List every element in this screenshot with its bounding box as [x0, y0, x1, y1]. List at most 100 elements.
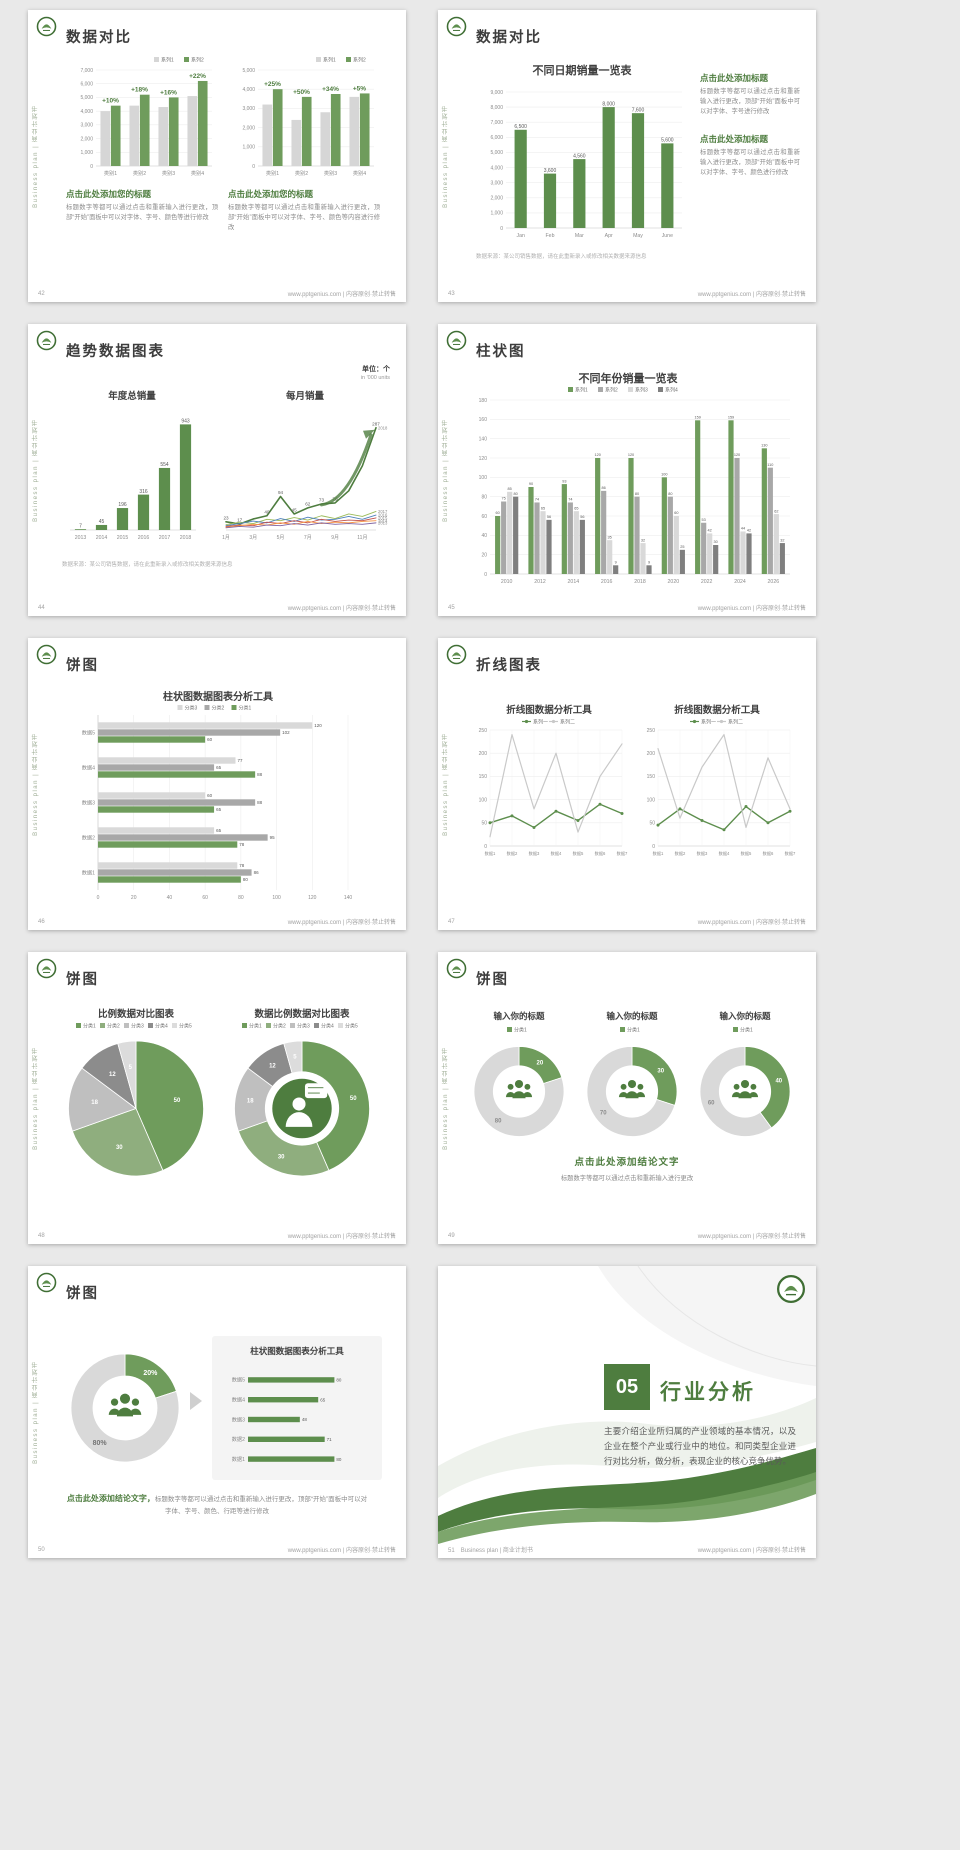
- svg-text:100: 100: [647, 797, 656, 803]
- svg-text:80: 80: [635, 492, 639, 496]
- svg-text:2014: 2014: [378, 518, 388, 523]
- svg-text:数据1: 数据1: [653, 850, 664, 857]
- svg-text:80%: 80%: [93, 1440, 108, 1447]
- svg-text:159: 159: [728, 416, 734, 420]
- source-note: 数据来源：某公司销售数据，请在此重新录入或修改相关数据来源信息: [62, 562, 233, 568]
- svg-text:160: 160: [479, 417, 488, 423]
- svg-text:数据3: 数据3: [232, 1415, 245, 1423]
- svg-text:94: 94: [278, 490, 284, 495]
- svg-text:2012: 2012: [534, 579, 546, 585]
- svg-text:分类1: 分类1: [740, 1027, 753, 1034]
- slide-44[interactable]: Business plan | 商业计划书 趋势数据图表 单位：个 in '00…: [28, 324, 406, 616]
- svg-text:44: 44: [741, 527, 745, 531]
- svg-text:Feb: Feb: [546, 233, 555, 239]
- svg-text:35: 35: [608, 535, 612, 539]
- svg-text:56: 56: [580, 515, 584, 519]
- brand-logo-icon: [776, 1274, 806, 1304]
- svg-text:5: 5: [129, 1065, 133, 1071]
- page-number: 50: [38, 1546, 45, 1553]
- page-number: 47: [448, 918, 455, 925]
- svg-text:数据3: 数据3: [529, 850, 540, 857]
- svg-text:120: 120: [594, 453, 600, 457]
- grouped-bar-chart-left: 0 1,000 2,000 3,000 4,000 5,000 6,000 7,000 +10%…: [66, 54, 218, 178]
- caption-heading: 点击此处添加标题: [700, 73, 769, 83]
- svg-text:6,000: 6,000: [490, 135, 503, 141]
- svg-text:140: 140: [479, 436, 488, 442]
- svg-text:100: 100: [479, 797, 488, 803]
- slide-48[interactable]: Business plan | 商业计划书 饼图 比例数据对比图表 50 30 18…: [28, 952, 406, 1244]
- unit-subtext: in '000 units: [360, 375, 390, 381]
- svg-text:类别4: 类别4: [191, 169, 204, 177]
- donut-chart-1: 20 80 分类1: [466, 1024, 572, 1146]
- svg-text:5,000: 5,000: [490, 150, 503, 156]
- footer-url: www.pptgenius.com | 内容原创·禁止转售: [287, 1548, 396, 1554]
- section-body: 主要介绍企业所归属的产业领域的基本情况，以及企业在整个产业或行业中的地位。和同类…: [604, 1426, 796, 1466]
- svg-text:9: 9: [648, 561, 650, 565]
- slide-43[interactable]: Business plan | 商业计划书 数据对比 不同日期销量一览表 0 1,…: [438, 10, 816, 302]
- slide-50[interactable]: Business plan | 商业计划书 饼图 20% 80% 柱状图数据图表分…: [28, 1266, 406, 1558]
- svg-text:7,000: 7,000: [80, 68, 93, 74]
- slide-title: 饼图: [66, 972, 99, 988]
- panel-title: 柱状图数据图表分析工具: [250, 1346, 344, 1356]
- donut-chart-3: 40 60 分类1: [692, 1024, 798, 1146]
- slide-title: 柱状图: [476, 344, 526, 360]
- line-chart-right: 0 50 100 150 200 250 数据1 数据2 数据3 数据4 数据5 数据6 数据7 系列一 系…: [636, 716, 798, 858]
- svg-text:分类1: 分类1: [627, 1027, 640, 1034]
- svg-text:18: 18: [91, 1100, 98, 1106]
- svg-text:2018: 2018: [378, 425, 388, 430]
- page-number: 43: [448, 290, 455, 297]
- chart-title: 比例数据对比图表: [97, 1009, 174, 1020]
- slide-47[interactable]: Business plan | 商业计划书 折线图表 折线图数据分析工具 0 50…: [438, 638, 816, 930]
- svg-text:30: 30: [278, 1154, 285, 1160]
- svg-text:2026: 2026: [768, 579, 780, 585]
- footer-url: www.pptgenius.com | 内容原创·禁止转售: [287, 920, 396, 926]
- svg-text:65: 65: [216, 828, 222, 833]
- page-number: 45: [448, 604, 455, 611]
- svg-text:40: 40: [264, 509, 270, 514]
- svg-text:数据1: 数据1: [232, 1455, 245, 1463]
- slide-49[interactable]: Business plan | 商业计划书 饼图 输入你的标题 20 80 分类1 …: [438, 952, 816, 1244]
- slide-footer: 44 www.pptgenius.com | 内容原创·禁止转售: [38, 603, 396, 613]
- conclusion-heading: 点击此处添加结论文字，: [66, 1494, 155, 1503]
- svg-text:200: 200: [479, 751, 488, 757]
- svg-text:系列1: 系列1: [161, 57, 174, 64]
- svg-text:+22%: +22%: [189, 73, 206, 80]
- monthly-sales-line-chart: 1月 3月 5月 7月 9月 11月 23 17 40 94 45 62 73 76 287 2018 2017…: [218, 402, 392, 542]
- svg-text:数据4: 数据4: [719, 850, 730, 857]
- svg-text:60: 60: [481, 514, 487, 520]
- slide-footer: 50 www.pptgenius.com | 内容原创·禁止转售: [38, 1545, 396, 1555]
- svg-text:3月: 3月: [249, 535, 257, 541]
- section-number: 05: [604, 1364, 650, 1410]
- bar-panel: 柱状图数据图表分析工具 数据5 80 数据4 65 数据3 48 数据2 71 数据1 80: [212, 1336, 382, 1480]
- svg-text:3,000: 3,000: [80, 123, 93, 129]
- svg-text:62: 62: [305, 501, 311, 506]
- svg-text:0: 0: [500, 226, 503, 232]
- footer-url: www.pptgenius.com | 内容原创·禁止转售: [697, 1548, 806, 1554]
- svg-text:1,000: 1,000: [242, 145, 255, 151]
- svg-text:系列1: 系列1: [575, 387, 588, 394]
- svg-text:150: 150: [647, 774, 656, 780]
- svg-text:分类3: 分类3: [185, 705, 198, 712]
- svg-text:287: 287: [372, 421, 380, 426]
- donut-chart: 20% 80%: [62, 1344, 188, 1470]
- svg-text:88: 88: [257, 800, 263, 805]
- svg-text:77: 77: [238, 758, 244, 763]
- chart-title: 每月销量: [285, 391, 324, 402]
- svg-text:Jan: Jan: [516, 233, 524, 239]
- slide-footer: 42 www.pptgenius.com | 内容原创·禁止转售: [38, 289, 396, 299]
- svg-text:分类5: 分类5: [179, 1023, 192, 1030]
- donut-chart-2: 30 70 分类1: [579, 1024, 685, 1146]
- chart-title: 折线图数据分析工具: [506, 705, 592, 716]
- slide-45[interactable]: Business plan | 商业计划书 柱状图 不同年份销量一览表 0 20 4…: [438, 324, 816, 616]
- slide-46[interactable]: Business plan | 商业计划书 饼图 柱状图数据图表分析工具 0 20…: [28, 638, 406, 930]
- slide-51[interactable]: 05 行业分析 主要介绍企业所归属的产业领域的基本情况，以及企业在整个产业或行业…: [438, 1266, 816, 1558]
- slide-42[interactable]: Business plan | 商业计划书 数据对比 0 1,000 2,000 3,…: [28, 10, 406, 302]
- unit-label: 单位：个 in '000 units: [361, 364, 390, 381]
- caption-body: 标题数字等都可以通过点击和重新输入进行更改，顶部“开始”面板中可以对字体、字号进…: [700, 88, 800, 116]
- side-caption: Business plan | 商业计划书: [443, 418, 449, 522]
- svg-text:50: 50: [649, 821, 655, 827]
- svg-text:类别3: 类别3: [324, 169, 337, 177]
- svg-text:4,000: 4,000: [80, 109, 93, 115]
- svg-text:7: 7: [79, 523, 82, 529]
- conclusion-heading: 点击此处添加结论文字: [574, 1157, 680, 1168]
